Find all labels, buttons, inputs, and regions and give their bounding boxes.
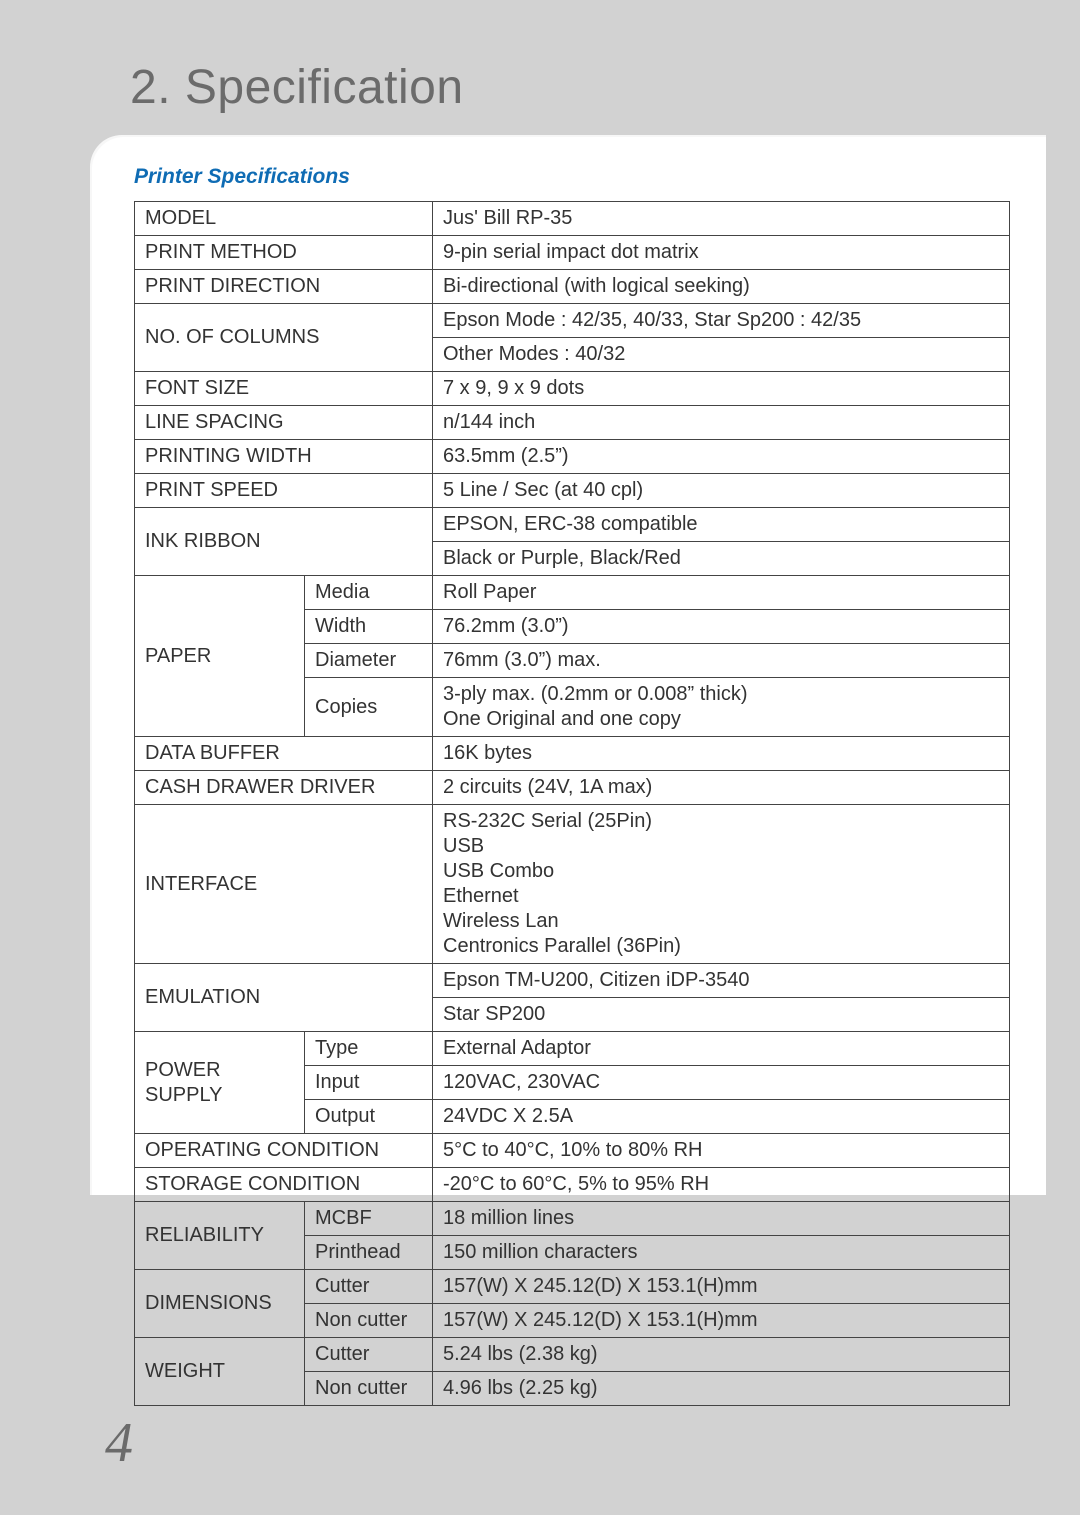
spec-value: Epson Mode : 42/35, 40/33, Star Sp200 : … — [433, 304, 1010, 338]
spec-label: OPERATING CONDITION — [135, 1134, 433, 1168]
table-row: DIMENSIONSCutter157(W) X 245.12(D) X 153… — [135, 1270, 1010, 1304]
spec-value: Star SP200 — [433, 998, 1010, 1032]
page-title: 2. Specification — [130, 60, 464, 115]
table-row: PAPERMediaRoll Paper — [135, 576, 1010, 610]
spec-sublabel: Copies — [305, 678, 433, 737]
spec-label: STORAGE CONDITION — [135, 1168, 433, 1202]
spec-label: PRINT METHOD — [135, 236, 433, 270]
page-number: 4 — [105, 1411, 133, 1475]
spec-value: Jus' Bill RP-35 — [433, 202, 1010, 236]
spec-sublabel: MCBF — [305, 1202, 433, 1236]
table-row: FONT SIZE7 x 9, 9 x 9 dots — [135, 372, 1010, 406]
spec-value: 76.2mm (3.0”) — [433, 610, 1010, 644]
spec-value: 63.5mm (2.5”) — [433, 440, 1010, 474]
spec-value: n/144 inch — [433, 406, 1010, 440]
spec-sublabel: Non cutter — [305, 1304, 433, 1338]
spec-value: 120VAC, 230VAC — [433, 1066, 1010, 1100]
table-row: PRINTING WIDTH63.5mm (2.5”) — [135, 440, 1010, 474]
spec-value: 5.24 lbs (2.38 kg) — [433, 1338, 1010, 1372]
spec-value: 157(W) X 245.12(D) X 153.1(H)mm — [433, 1270, 1010, 1304]
spec-value: Roll Paper — [433, 576, 1010, 610]
spec-value: 7 x 9, 9 x 9 dots — [433, 372, 1010, 406]
table-row: STORAGE CONDITION-20°C to 60°C, 5% to 95… — [135, 1168, 1010, 1202]
table-row: NO. OF COLUMNSEpson Mode : 42/35, 40/33,… — [135, 304, 1010, 338]
spec-sublabel: Width — [305, 610, 433, 644]
spec-label: PRINTING WIDTH — [135, 440, 433, 474]
spec-value: 18 million lines — [433, 1202, 1010, 1236]
spec-value: 3-ply max. (0.2mm or 0.008” thick) One O… — [433, 678, 1010, 737]
spec-label: RELIABILITY — [135, 1202, 305, 1270]
table-row: PRINT METHOD9-pin serial impact dot matr… — [135, 236, 1010, 270]
spec-label: PRINT SPEED — [135, 474, 433, 508]
spec-sublabel: Type — [305, 1032, 433, 1066]
spec-sublabel: Cutter — [305, 1338, 433, 1372]
content-panel: Printer Specifications MODELJus' Bill RP… — [90, 135, 1046, 1195]
table-row: DATA BUFFER16K bytes — [135, 737, 1010, 771]
spec-label: PAPER — [135, 576, 305, 737]
spec-label: DATA BUFFER — [135, 737, 433, 771]
table-row: EMULATIONEpson TM-U200, Citizen iDP-3540 — [135, 964, 1010, 998]
spec-label: WEIGHT — [135, 1338, 305, 1406]
spec-value: 150 million characters — [433, 1236, 1010, 1270]
spec-value: 16K bytes — [433, 737, 1010, 771]
spec-label: CASH DRAWER DRIVER — [135, 771, 433, 805]
spec-value: 24VDC X 2.5A — [433, 1100, 1010, 1134]
table-row: PRINT SPEED5 Line / Sec (at 40 cpl) — [135, 474, 1010, 508]
table-row: INK RIBBONEPSON, ERC-38 compatible — [135, 508, 1010, 542]
spec-value: 76mm (3.0”) max. — [433, 644, 1010, 678]
spec-label: DIMENSIONS — [135, 1270, 305, 1338]
spec-sublabel: Cutter — [305, 1270, 433, 1304]
spec-value: 2 circuits (24V, 1A max) — [433, 771, 1010, 805]
spec-value: RS-232C Serial (25Pin) USB USB Combo Eth… — [433, 805, 1010, 964]
spec-label: INK RIBBON — [135, 508, 433, 576]
spec-label: FONT SIZE — [135, 372, 433, 406]
spec-value: 4.96 lbs (2.25 kg) — [433, 1372, 1010, 1406]
spec-value: Other Modes : 40/32 — [433, 338, 1010, 372]
spec-label: EMULATION — [135, 964, 433, 1032]
spec-value: -20°C to 60°C, 5% to 95% RH — [433, 1168, 1010, 1202]
table-row: LINE SPACINGn/144 inch — [135, 406, 1010, 440]
spec-sublabel: Input — [305, 1066, 433, 1100]
table-row: MODELJus' Bill RP-35 — [135, 202, 1010, 236]
spec-label: PRINT DIRECTION — [135, 270, 433, 304]
spec-value: Black or Purple, Black/Red — [433, 542, 1010, 576]
spec-label: MODEL — [135, 202, 433, 236]
spec-value: 157(W) X 245.12(D) X 153.1(H)mm — [433, 1304, 1010, 1338]
spec-value: Epson TM-U200, Citizen iDP-3540 — [433, 964, 1010, 998]
spec-value: 5 Line / Sec (at 40 cpl) — [433, 474, 1010, 508]
spec-table: MODELJus' Bill RP-35PRINT METHOD9-pin se… — [134, 201, 1010, 1406]
spec-label: LINE SPACING — [135, 406, 433, 440]
spec-sublabel: Media — [305, 576, 433, 610]
table-row: INTERFACERS-232C Serial (25Pin) USB USB … — [135, 805, 1010, 964]
spec-label: NO. OF COLUMNS — [135, 304, 433, 372]
spec-label: POWER SUPPLY — [135, 1032, 305, 1134]
table-row: CASH DRAWER DRIVER2 circuits (24V, 1A ma… — [135, 771, 1010, 805]
spec-value: Bi-directional (with logical seeking) — [433, 270, 1010, 304]
spec-sublabel: Diameter — [305, 644, 433, 678]
section-subheading: Printer Specifications — [134, 165, 1010, 189]
spec-sublabel: Printhead — [305, 1236, 433, 1270]
table-row: PRINT DIRECTIONBi-directional (with logi… — [135, 270, 1010, 304]
table-row: RELIABILITYMCBF18 million lines — [135, 1202, 1010, 1236]
spec-label: INTERFACE — [135, 805, 433, 964]
table-row: WEIGHTCutter5.24 lbs (2.38 kg) — [135, 1338, 1010, 1372]
spec-sublabel: Output — [305, 1100, 433, 1134]
spec-value: 9-pin serial impact dot matrix — [433, 236, 1010, 270]
spec-sublabel: Non cutter — [305, 1372, 433, 1406]
spec-value: External Adaptor — [433, 1032, 1010, 1066]
spec-value: EPSON, ERC-38 compatible — [433, 508, 1010, 542]
spec-value: 5°C to 40°C, 10% to 80% RH — [433, 1134, 1010, 1168]
table-row: POWER SUPPLYTypeExternal Adaptor — [135, 1032, 1010, 1066]
table-row: OPERATING CONDITION5°C to 40°C, 10% to 8… — [135, 1134, 1010, 1168]
